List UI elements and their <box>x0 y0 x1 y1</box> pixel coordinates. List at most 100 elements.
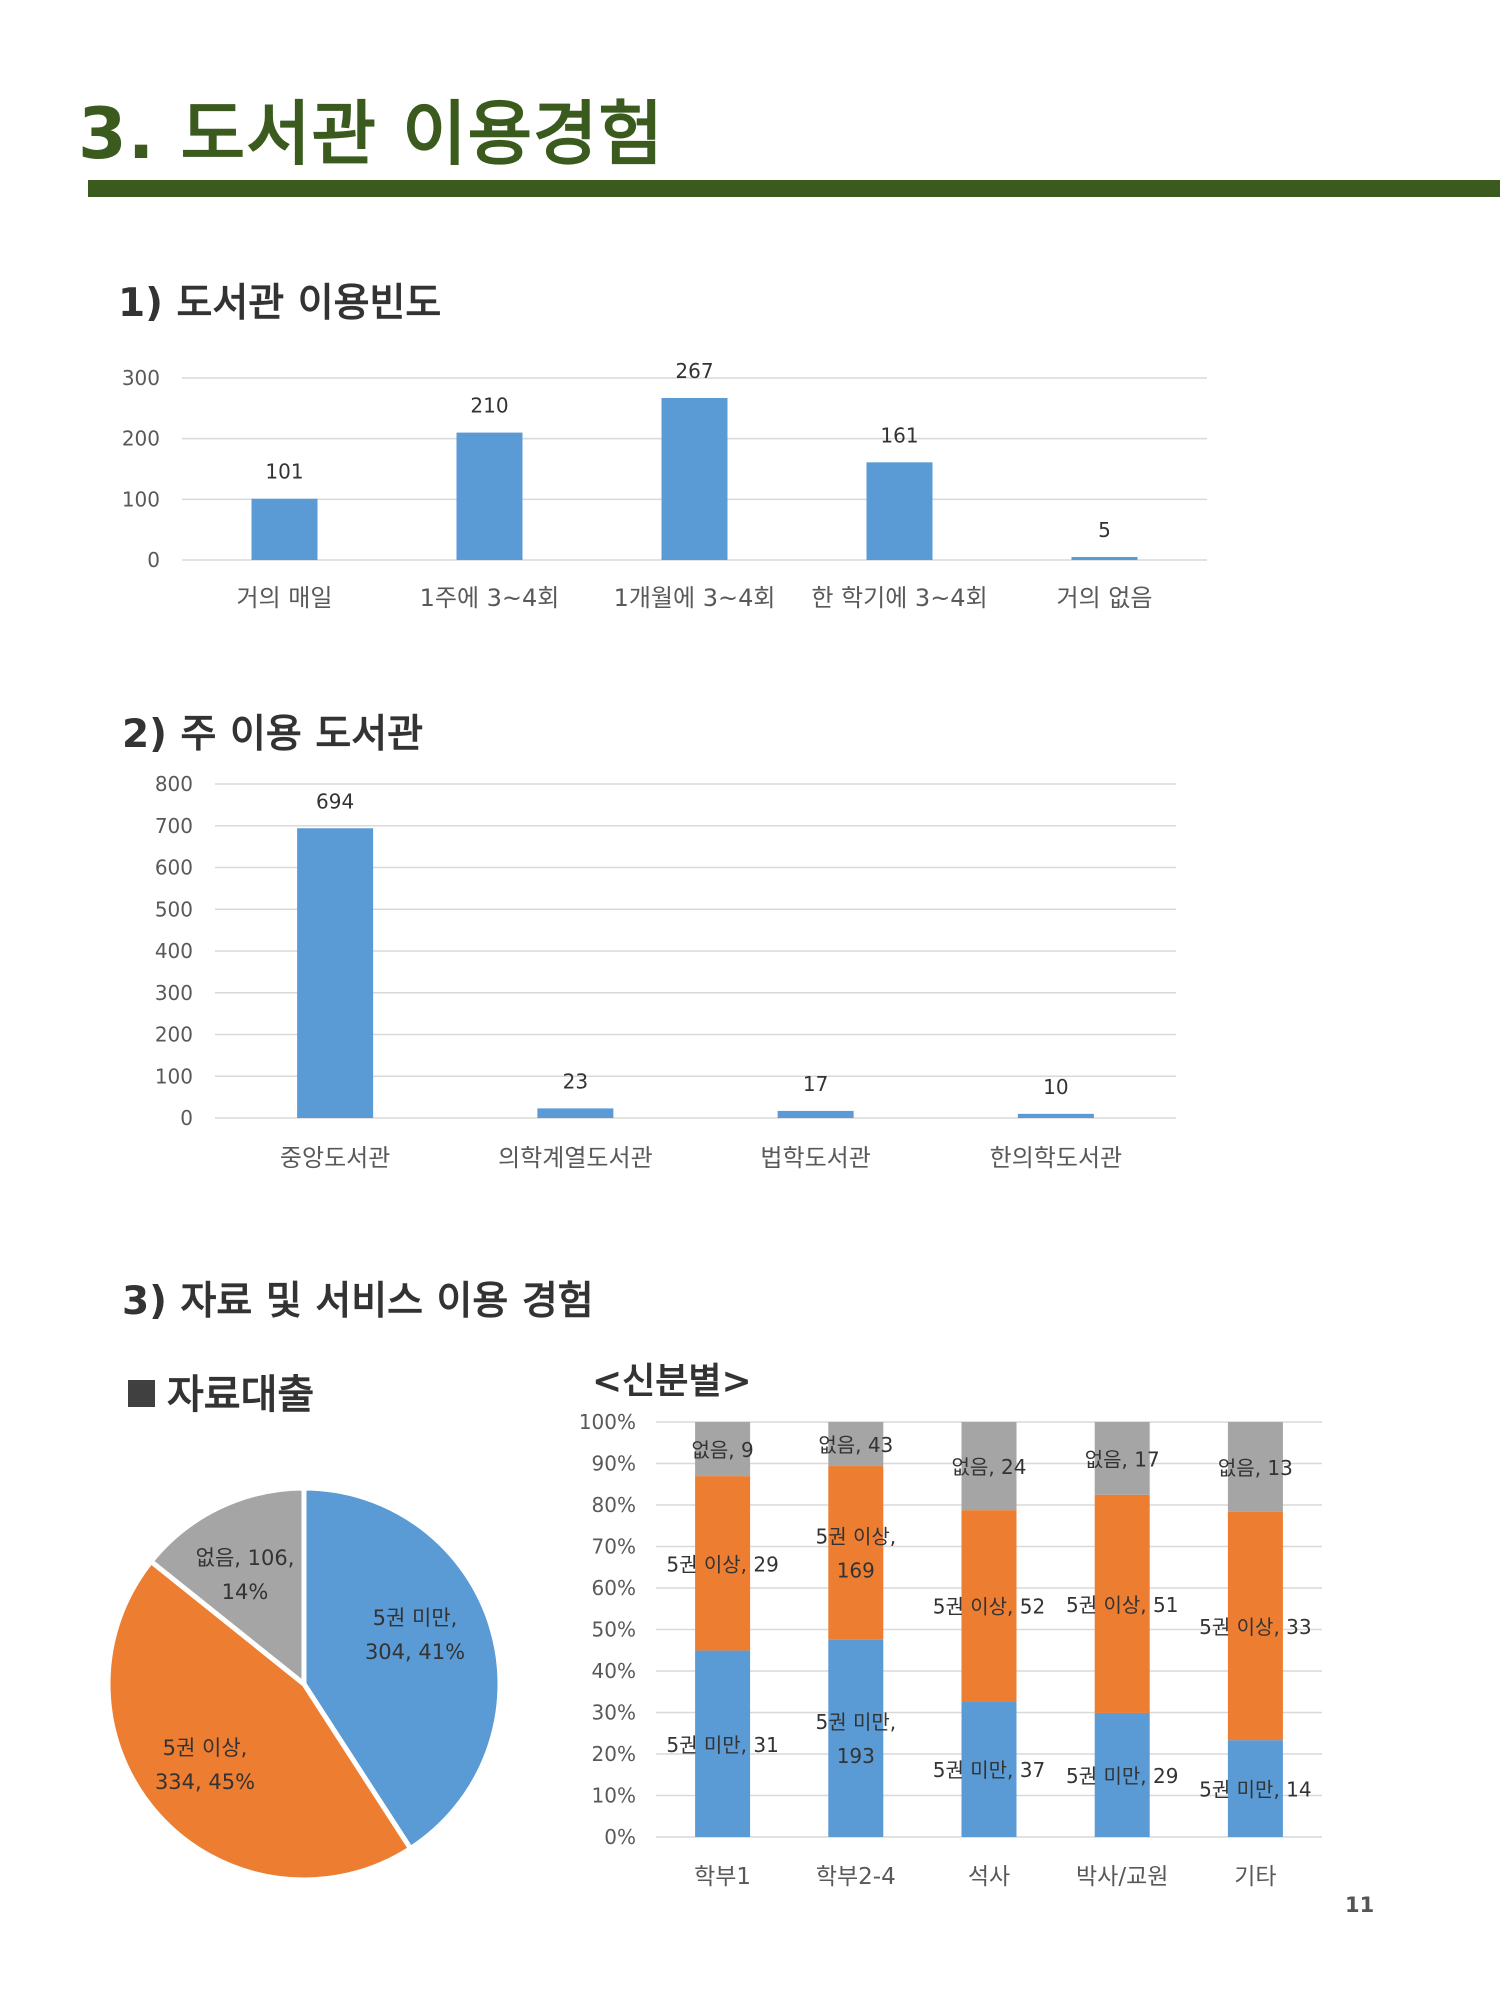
data-label: 161 <box>880 423 918 447</box>
stacked-bar-segment <box>695 1422 751 1477</box>
pie-label-line: 334, 45% <box>155 1770 255 1794</box>
stacked-bar-segment <box>695 1650 751 1837</box>
stacked-bar-segment <box>695 1476 751 1651</box>
data-label: 23 <box>563 1069 588 1093</box>
bar <box>537 1108 614 1118</box>
page-number: 11 <box>1345 1893 1375 1917</box>
segment-label-line: 5권 이상, 51 <box>1066 1593 1178 1617</box>
segment-label-line: 169 <box>837 1559 875 1583</box>
segment-label-line: 없음, 9 <box>691 1438 753 1462</box>
bar <box>1017 1113 1094 1118</box>
segment-label: 5권 미만, 29 <box>1066 1764 1178 1788</box>
pie-label-line: 없음, 106, <box>196 1546 295 1570</box>
segment-label-line: 없음, 17 <box>1085 1447 1160 1471</box>
y-tick-label: 50% <box>592 1618 636 1642</box>
square-bullet-icon <box>128 1380 155 1407</box>
segment-label: 5권 미만, 193 <box>815 1710 896 1768</box>
segment-label-line: 5권 이상, 29 <box>666 1552 778 1576</box>
y-tick-label: 40% <box>592 1659 636 1683</box>
section-title-frequency: 1) 도서관 이용빈도 <box>118 281 442 326</box>
category-label: 학부1 <box>694 1864 751 1890</box>
category-label: 의학계열도서관 <box>498 1144 653 1172</box>
segment-label: 없음, 17 <box>1085 1447 1160 1471</box>
y-tick-label: 0% <box>604 1825 636 1849</box>
data-label: 694 <box>316 789 354 813</box>
section-title-main-library: 2) 주 이용 도서관 <box>122 712 423 757</box>
chart-loan-pie: 5권 미만, 304, 41% 5권 이상, 334, 45% 없음, 106, 14% <box>105 1485 503 1883</box>
segment-label-line: 5권 미만, 31 <box>666 1733 778 1757</box>
category-label: 거의 없음 <box>1057 584 1153 612</box>
y-tick-label: 10% <box>592 1784 636 1808</box>
segment-label-line: 5권 미만, 29 <box>1066 1764 1178 1788</box>
y-tick-label: 60% <box>592 1576 636 1600</box>
data-label: 10 <box>1043 1075 1068 1099</box>
data-label: 101 <box>265 460 303 484</box>
stacked-bar-segment <box>1227 1422 1283 1512</box>
pie-label: 5권 이상, 334, 45% <box>155 1736 255 1794</box>
stacked-bar-segment <box>828 1422 884 1467</box>
segment-label-line: 5권 미만, <box>815 1710 896 1734</box>
chart-loan-by-status: 0% 10% 20% 30% 40% 50% 60% 70% 80% 90% 100% 5권 미만, … <box>579 1410 1322 1890</box>
category-label: 1개월에 3~4회 <box>614 584 776 612</box>
pie-label-line: 14% <box>222 1580 269 1604</box>
category-label: 박사/교원 <box>1076 1864 1168 1890</box>
chart-library-frequency: 0 100 200 300 101 거의 매일 210 1주에 3~4회 267 1개월에 3~4… <box>122 359 1207 612</box>
segment-label: 없음, 24 <box>952 1455 1027 1479</box>
segment-label: 5권 이상, 29 <box>666 1552 778 1576</box>
category-label: 중앙도서관 <box>280 1144 390 1172</box>
section-title-service-usage: 3) 자료 및 서비스 이용 경험 <box>122 1279 594 1324</box>
data-label: 5 <box>1098 518 1111 542</box>
y-tick-label: 100 <box>155 1064 193 1088</box>
title-rule <box>88 180 1500 197</box>
bar <box>866 462 933 560</box>
y-tick-label: 500 <box>155 897 193 921</box>
y-tick-label: 300 <box>155 981 193 1005</box>
category-label: 한 학기에 3~4회 <box>811 584 987 612</box>
segment-label: 없음, 43 <box>818 1433 893 1457</box>
category-label: 한의학도서관 <box>990 1144 1122 1172</box>
segment-label-line: 없음, 43 <box>818 1433 893 1457</box>
y-tick-label: 100 <box>122 487 160 511</box>
loan-heading: 자료대출 <box>128 1362 314 1420</box>
y-tick-label: 400 <box>155 939 193 963</box>
segment-label: 5권 미만, 14 <box>1199 1778 1311 1802</box>
y-tick-label: 0 <box>147 548 160 572</box>
segment-label: 없음, 13 <box>1218 1456 1293 1480</box>
y-tick-label: 70% <box>592 1535 636 1559</box>
bar <box>456 432 523 560</box>
segment-label: 5권 이상, 33 <box>1199 1615 1311 1639</box>
loan-heading-label: 자료대출 <box>167 1372 315 1418</box>
category-label: 석사 <box>968 1864 1010 1890</box>
stacked-bar-segment <box>1094 1422 1150 1495</box>
y-tick-label: 800 <box>155 772 193 796</box>
category-label: 거의 매일 <box>237 584 333 612</box>
stacked-bar-segment <box>1094 1712 1150 1837</box>
stacked-bar-segment <box>828 1639 884 1837</box>
y-tick-label: 80% <box>592 1493 636 1517</box>
segment-label: 5권 이상, 51 <box>1066 1593 1178 1617</box>
stacked-bar-segment <box>961 1701 1017 1837</box>
y-tick-label: 200 <box>122 427 160 451</box>
data-label: 17 <box>803 1072 828 1096</box>
stacked-bar-segment <box>961 1510 1017 1702</box>
category-label: 학부2-4 <box>816 1864 896 1890</box>
bar <box>297 828 374 1118</box>
category-label: 기타 <box>1234 1864 1276 1890</box>
bar <box>777 1110 854 1118</box>
y-tick-label: 100% <box>579 1410 636 1434</box>
y-tick-label: 200 <box>155 1023 193 1047</box>
y-tick-label: 300 <box>122 366 160 390</box>
bar <box>251 498 318 560</box>
data-label: 210 <box>470 394 508 418</box>
segment-label: 5권 이상, 52 <box>933 1595 1045 1619</box>
stacked-bar-segment <box>1227 1511 1283 1741</box>
data-label: 267 <box>675 359 713 383</box>
pie-label-line: 304, 41% <box>365 1640 465 1664</box>
pie-slice <box>147 1485 307 1690</box>
bar <box>661 398 728 560</box>
segment-label-line: 없음, 24 <box>952 1455 1027 1479</box>
segment-label-line: 5권 미만, 14 <box>1199 1778 1311 1802</box>
pie-label: 5권 미만, 304, 41% <box>365 1606 465 1664</box>
segment-label-line: 5권 미만, 37 <box>933 1758 1045 1782</box>
